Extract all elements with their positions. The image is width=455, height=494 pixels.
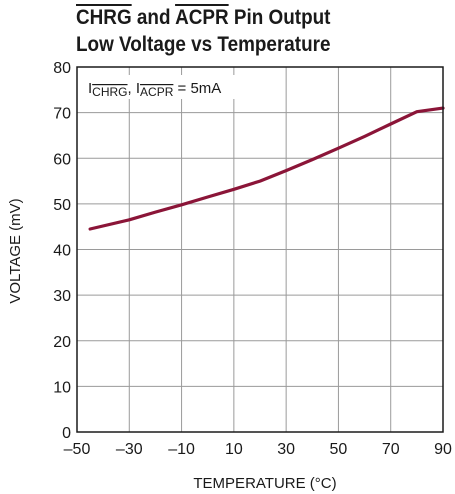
title-acpr: ACPR [175, 6, 229, 29]
grid [76, 66, 444, 433]
x-tick-labels: –50 –30 –10 10 30 50 70 90 [64, 441, 452, 458]
x-tick-label: 10 [225, 441, 243, 458]
annotation-suffix: = 5mA [173, 80, 221, 97]
x-tick-label: 50 [330, 441, 348, 458]
x-tick-label: 90 [434, 441, 452, 458]
annotation-sub-chrg: CHRG [92, 85, 127, 99]
x-tick-label: 30 [277, 441, 295, 458]
y-tick-label: 40 [53, 243, 71, 260]
series-group [88, 106, 445, 231]
annotation-prefix: I [88, 80, 92, 97]
annotation-sub-acpr: ACPR [140, 85, 174, 99]
title-and: and [131, 6, 176, 29]
y-tick-label: 10 [53, 379, 71, 396]
y-tick-label: 20 [53, 334, 71, 351]
y-tick-label: 70 [53, 106, 71, 123]
x-tick-label: 70 [382, 441, 400, 458]
current-annotation: ICHRG, IACPR = 5mA [88, 80, 221, 99]
y-tick-label: 60 [53, 151, 71, 168]
y-tick-labels: 0 10 20 30 40 50 60 70 80 [53, 60, 71, 442]
x-tick-label: –30 [116, 441, 143, 458]
y-tick-label: 30 [53, 288, 71, 305]
x-axis-label: TEMPERATURE (°C) [193, 475, 336, 492]
chart-title-line-2: Low Voltage vs Temperature [76, 33, 331, 56]
chart-title-line-1: CHRG and ACPR Pin Output [76, 4, 417, 31]
plot-frame [76, 66, 444, 433]
x-tick-label: –50 [64, 441, 91, 458]
y-tick-label: 50 [53, 197, 71, 214]
y-axis-label: VOLTAGE (mV) [7, 198, 24, 303]
annotation-background [80, 75, 255, 99]
y-tick-label: 0 [62, 425, 71, 442]
chart-title: CHRG and ACPR Pin Output Low Voltage vs … [76, 4, 417, 58]
x-tick-label: –10 [168, 441, 195, 458]
title-pin-output: Pin Output [228, 6, 331, 29]
series-line [88, 106, 445, 231]
annotation-mid: , I [128, 80, 141, 97]
title-chrg: CHRG [76, 6, 132, 29]
y-tick-label: 80 [53, 60, 71, 77]
